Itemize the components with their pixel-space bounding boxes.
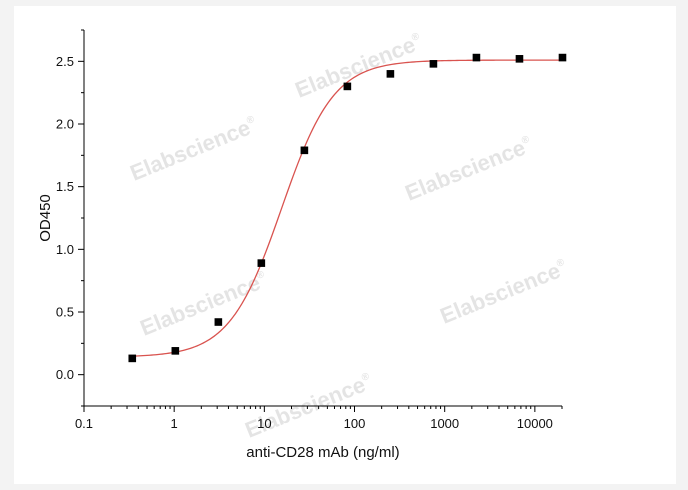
y-tick-label: 0.5 — [56, 305, 74, 320]
y-tick-label: 2.0 — [56, 117, 74, 132]
chart-svg: Elabscience® Elabscience® Elabscience® Elab… — [37, 29, 572, 461]
chart-frame: Elabscience® Elabscience® Elabscience® Elab… — [14, 6, 676, 484]
watermark-text: Elabscience® — [137, 267, 272, 341]
data-point — [429, 60, 438, 68]
x-axis-title: anti-CD28 mAb (ng/ml) — [246, 444, 399, 461]
watermark-symbol: ® — [255, 269, 267, 282]
x-tick-label: 1 — [171, 416, 178, 431]
axes: 0.1 1 10 100 1000 10000 0.0 0.5 1.0 1.5 2.0 2.5 — [56, 29, 563, 431]
x-tick-label: 10000 — [517, 416, 553, 431]
watermark-text: Elabscience® — [437, 255, 572, 329]
y-axis-title: OD450 — [37, 194, 54, 242]
data-point — [386, 70, 395, 78]
data-point — [300, 146, 309, 155]
watermark-symbol: ® — [410, 31, 422, 44]
y-tick-label: 2.5 — [56, 54, 74, 69]
x-tick-label: 1000 — [430, 416, 459, 431]
data-point — [472, 53, 481, 62]
watermark-symbol: ® — [360, 371, 372, 384]
y-tick-label: 0.0 — [56, 367, 74, 382]
data-point — [343, 82, 352, 91]
x-tick-label: 0.1 — [75, 416, 93, 431]
data-points — [128, 53, 567, 363]
data-point — [214, 318, 223, 326]
watermark-symbol: ® — [520, 134, 532, 147]
x-tick-label: 10 — [257, 416, 271, 431]
data-point — [558, 53, 567, 62]
data-point — [171, 347, 180, 355]
watermark-text: Elabscience® — [127, 112, 262, 186]
y-tick-label: 1.5 — [56, 179, 74, 194]
watermark-text: Elabscience® — [292, 29, 427, 103]
x-tick-label: 100 — [344, 416, 366, 431]
watermarks: Elabscience® Elabscience® Elabscience® Elab… — [127, 29, 572, 443]
data-point — [515, 55, 524, 63]
fit-curve — [132, 59, 563, 357]
data-point — [128, 354, 137, 363]
watermark-symbol: ® — [555, 257, 567, 270]
watermark-symbol: ® — [245, 114, 257, 127]
data-point — [257, 259, 266, 267]
watermark-text: Elabscience® — [402, 132, 537, 206]
y-tick-label: 1.0 — [56, 242, 74, 257]
fit-curve-layer — [132, 59, 563, 357]
